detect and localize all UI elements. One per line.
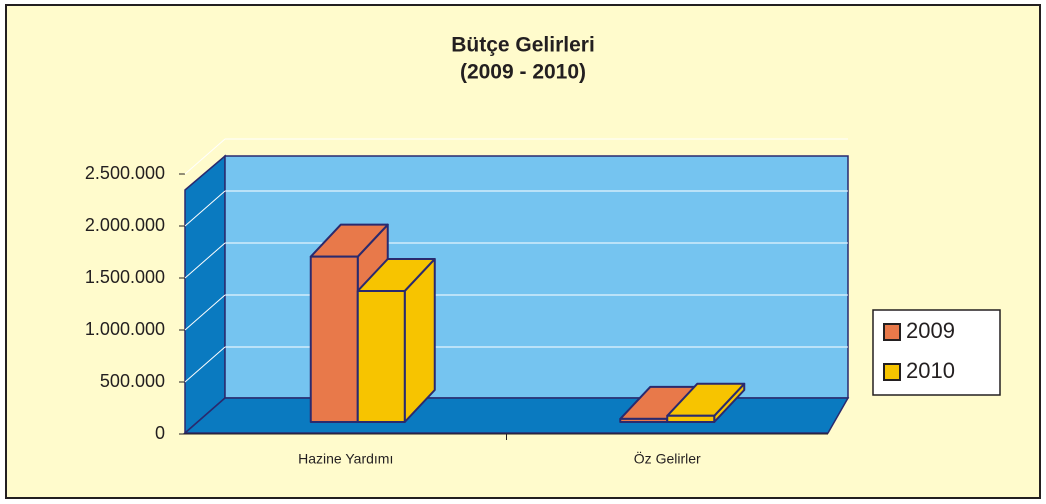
- chart-title: Bütçe Gelirleri: [451, 34, 595, 57]
- floor: [183, 397, 850, 434]
- bar-front: [666, 414, 716, 424]
- legend-label: 2010: [906, 358, 955, 383]
- grid-line: [184, 346, 226, 383]
- y-tick-label: 2.500.000: [85, 163, 165, 183]
- chart-subtitle: (2009 - 2010): [460, 61, 586, 84]
- y-tick-label: 500.000: [100, 371, 165, 391]
- legend-swatch: [883, 323, 901, 341]
- x-tick-label: Öz Gelirler: [634, 450, 701, 467]
- y-tick-label: 1.500.000: [85, 267, 165, 287]
- bar-front: [619, 417, 669, 424]
- bar: [356, 257, 436, 423]
- side-wall: [184, 154, 226, 435]
- grid-line: [184, 190, 226, 227]
- grid-line: [184, 242, 226, 279]
- y-tick-label: 1.000.000: [85, 319, 165, 339]
- bar-front: [356, 289, 406, 423]
- x-tick-label: Hazine Yardımı: [298, 451, 393, 467]
- bar-front: [309, 255, 359, 424]
- bar: [666, 382, 746, 424]
- grid-line: [184, 294, 226, 331]
- legend-label: 2009: [906, 318, 955, 343]
- legend-swatch: [883, 363, 901, 381]
- y-tick-label: 2.000.000: [85, 215, 165, 235]
- y-tick-label: 0: [155, 423, 165, 443]
- grid-line: [184, 138, 226, 175]
